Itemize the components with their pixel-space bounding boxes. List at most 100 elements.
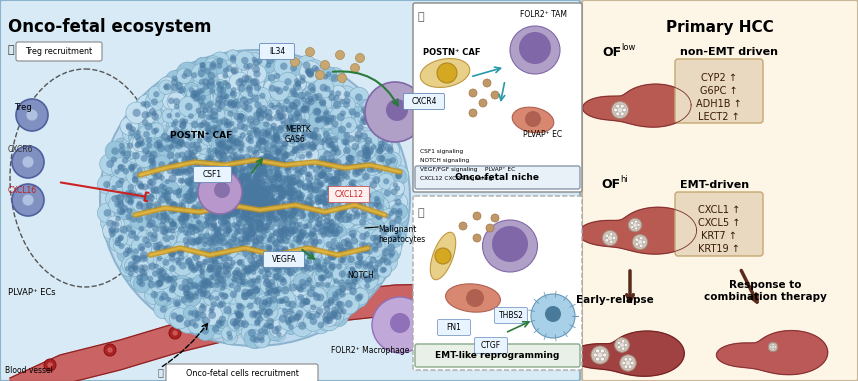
Circle shape — [347, 198, 362, 213]
Circle shape — [323, 222, 330, 230]
Circle shape — [239, 114, 247, 122]
Circle shape — [136, 114, 154, 131]
Circle shape — [220, 219, 239, 239]
Circle shape — [233, 238, 252, 258]
Circle shape — [236, 196, 242, 202]
Circle shape — [279, 182, 300, 203]
Circle shape — [356, 253, 364, 261]
Circle shape — [234, 155, 241, 163]
Circle shape — [248, 254, 268, 274]
Circle shape — [166, 227, 172, 233]
Circle shape — [248, 212, 255, 219]
Circle shape — [265, 214, 271, 219]
Circle shape — [188, 310, 193, 316]
Circle shape — [248, 183, 263, 197]
Circle shape — [312, 157, 333, 178]
Circle shape — [230, 142, 238, 150]
Circle shape — [181, 222, 187, 228]
Circle shape — [292, 146, 299, 154]
Circle shape — [248, 125, 268, 144]
Circle shape — [166, 117, 182, 133]
Circle shape — [330, 238, 351, 259]
Circle shape — [249, 181, 268, 200]
Circle shape — [245, 199, 252, 206]
Circle shape — [266, 210, 273, 218]
Circle shape — [323, 155, 342, 174]
Circle shape — [260, 199, 266, 205]
Circle shape — [273, 156, 279, 163]
Circle shape — [281, 205, 286, 210]
Circle shape — [329, 142, 335, 148]
Circle shape — [112, 221, 117, 226]
Circle shape — [326, 187, 331, 192]
Circle shape — [160, 292, 168, 300]
Circle shape — [118, 199, 124, 205]
Circle shape — [245, 184, 253, 192]
Circle shape — [293, 190, 309, 206]
Circle shape — [381, 229, 388, 236]
Circle shape — [209, 314, 229, 334]
Circle shape — [166, 276, 172, 283]
Circle shape — [339, 285, 346, 292]
Circle shape — [251, 204, 265, 219]
Circle shape — [264, 291, 269, 296]
Circle shape — [373, 235, 379, 240]
Circle shape — [624, 365, 628, 368]
Circle shape — [228, 318, 245, 335]
Circle shape — [267, 237, 272, 243]
Circle shape — [335, 205, 353, 223]
Circle shape — [273, 180, 294, 202]
Circle shape — [296, 157, 311, 173]
Circle shape — [613, 108, 618, 112]
Circle shape — [320, 108, 341, 129]
Circle shape — [214, 182, 230, 198]
Circle shape — [227, 199, 247, 218]
Circle shape — [227, 271, 242, 287]
Circle shape — [263, 134, 284, 155]
Circle shape — [160, 213, 167, 219]
Circle shape — [319, 139, 325, 146]
Circle shape — [224, 50, 242, 69]
Circle shape — [247, 229, 256, 237]
Text: CXCL5 ↑: CXCL5 ↑ — [698, 218, 740, 228]
Circle shape — [284, 168, 302, 186]
Circle shape — [317, 106, 335, 123]
Circle shape — [165, 245, 172, 252]
Circle shape — [214, 228, 221, 235]
Circle shape — [249, 193, 257, 200]
Circle shape — [148, 194, 154, 202]
Circle shape — [219, 207, 237, 225]
Circle shape — [305, 123, 310, 128]
Circle shape — [294, 159, 313, 178]
Circle shape — [253, 70, 261, 78]
Circle shape — [256, 168, 262, 174]
Circle shape — [253, 188, 269, 204]
Circle shape — [227, 168, 235, 175]
Circle shape — [362, 147, 371, 155]
Circle shape — [252, 245, 273, 266]
Circle shape — [172, 279, 190, 296]
Circle shape — [202, 177, 209, 184]
Circle shape — [263, 178, 286, 199]
Circle shape — [212, 325, 220, 333]
Circle shape — [127, 260, 143, 276]
Circle shape — [163, 235, 171, 242]
Circle shape — [256, 209, 264, 217]
Circle shape — [178, 171, 199, 192]
Circle shape — [345, 201, 352, 207]
Circle shape — [271, 179, 290, 198]
Circle shape — [273, 292, 290, 309]
Circle shape — [231, 215, 248, 232]
Circle shape — [330, 295, 347, 313]
Circle shape — [240, 203, 257, 221]
FancyBboxPatch shape — [263, 251, 305, 267]
Circle shape — [248, 91, 253, 97]
Circle shape — [273, 185, 293, 205]
Circle shape — [339, 294, 360, 314]
Circle shape — [242, 176, 263, 197]
Circle shape — [324, 170, 342, 188]
Circle shape — [226, 192, 233, 199]
Circle shape — [332, 170, 350, 187]
Circle shape — [266, 246, 272, 252]
Circle shape — [214, 139, 232, 156]
